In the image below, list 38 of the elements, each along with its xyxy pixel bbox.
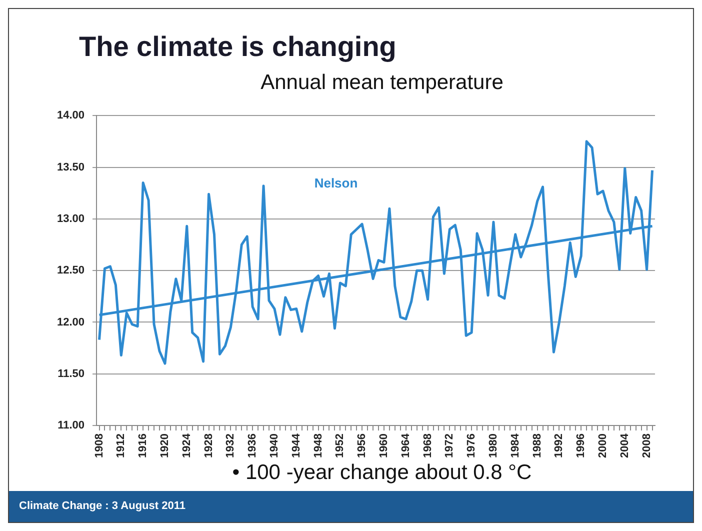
y-tick-label: 11.00 — [58, 420, 85, 432]
y-tick-label: 11.50 — [58, 368, 85, 380]
y-tick-label: 13.50 — [56, 161, 85, 174]
x-tick-label: 1992 — [553, 434, 566, 458]
x-tick-label: 1908 — [93, 434, 106, 458]
x-tick-label: 2008 — [640, 434, 653, 458]
x-tick-label: 1996 — [575, 434, 588, 458]
x-tick-label: 2000 — [597, 434, 610, 458]
x-tick-label: 1912 — [115, 434, 128, 458]
chart-title: The climate is changing — [79, 31, 396, 63]
x-tick-label: 1940 — [268, 434, 281, 458]
x-tick-label: 1956 — [356, 434, 368, 458]
text: Nelson — [314, 175, 358, 190]
y-tick-label: 12.50 — [56, 264, 85, 277]
x-tick-label: 1944 — [290, 432, 302, 458]
x-tick-label: 1976 — [466, 434, 478, 458]
x-tick-label: 1980 — [488, 434, 500, 458]
x-tick-label: 1972 — [444, 434, 456, 458]
x-tick-label: 1960 — [378, 434, 390, 458]
x-tick-label: 1948 — [312, 434, 324, 458]
x-tick-label: 1928 — [202, 434, 215, 458]
x-tick-label: 1924 — [180, 432, 193, 458]
y-tick-label: 12.00 — [56, 316, 85, 328]
x-tick-label: 1952 — [334, 434, 346, 458]
x-tick-label: 2004 — [618, 432, 631, 458]
x-tick-label: 1984 — [509, 432, 522, 458]
x-tick-label: 1920 — [159, 434, 171, 458]
x-tick-label: 1932 — [224, 434, 237, 458]
y-tick-label: 13.00 — [56, 212, 85, 225]
x-tick-label: 1964 — [400, 432, 412, 458]
x-tick-label: 1988 — [531, 434, 544, 458]
x-tick-label: 1916 — [137, 434, 150, 458]
text: Climate Change : 3 August 2011 — [19, 500, 186, 512]
x-tick-label: 1968 — [422, 434, 434, 458]
x-tick-label: 1936 — [246, 434, 259, 458]
y-tick-label: 14.00 — [56, 110, 85, 122]
text: • 100 -year change about 0.8 °C — [231, 461, 533, 485]
chart-subtitle: Annual mean temperature — [260, 71, 504, 95]
